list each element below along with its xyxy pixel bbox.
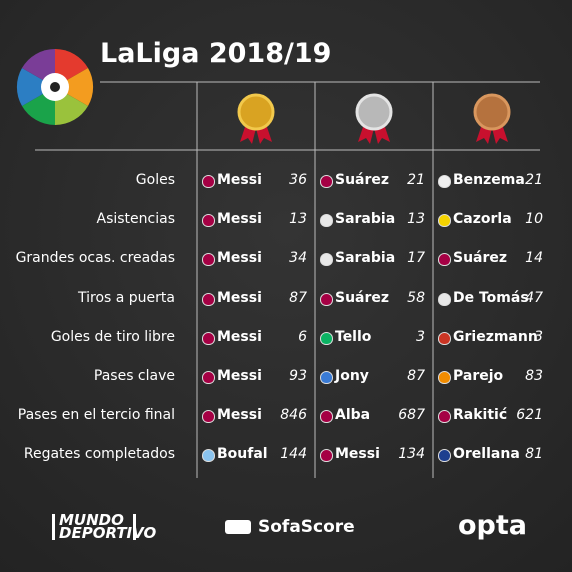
club-badge (320, 253, 333, 267)
club-badge (320, 371, 333, 384)
player-name: Benzema (453, 172, 525, 188)
club-badge (320, 214, 333, 228)
player-name: Messi (217, 250, 262, 267)
club-badge (438, 331, 451, 345)
medal-gold (237, 93, 275, 144)
club-badge (320, 331, 333, 345)
player-name: De Tomás (453, 289, 529, 306)
club-badge (202, 449, 215, 463)
footer-right: opta (458, 510, 528, 541)
club-badge (202, 371, 215, 384)
player-name: Messi (217, 211, 262, 228)
stat-value: 87 (289, 289, 307, 306)
row-label: Pases clave (93, 368, 175, 384)
club-badge (438, 175, 451, 188)
club-badge (320, 449, 333, 463)
club-badge (438, 371, 451, 384)
club-badge (438, 292, 451, 306)
stat-value: 81 (525, 446, 543, 463)
stat-value: 13 (407, 211, 425, 228)
stat-value: 36 (289, 172, 307, 188)
player-name: Griezmann (453, 328, 538, 345)
stat-value: 846 (280, 407, 307, 424)
player-name: Parejo (453, 368, 504, 384)
club-badge (320, 292, 333, 306)
player-name: Messi (217, 328, 262, 345)
row-label: Grandes ocas. creadas (15, 250, 175, 267)
footer-center: SofaScore (258, 517, 355, 537)
club-badge (202, 175, 215, 188)
club-badge (202, 331, 215, 345)
player-name: Suárez (335, 289, 390, 306)
player-name: Tello (335, 328, 372, 345)
player-name: Messi (217, 289, 262, 306)
player-name: Messi (217, 368, 262, 384)
club-badge (202, 214, 215, 228)
player-name: Messi (335, 446, 380, 463)
stat-value: 3 (416, 328, 425, 345)
stat-value: 34 (289, 250, 307, 267)
player-name: Suárez (453, 250, 508, 267)
row-label: Asistencias (96, 211, 176, 228)
stat-value: 21 (407, 172, 425, 188)
stat-value: 134 (398, 446, 425, 463)
club-badge (438, 449, 451, 463)
player-name: Sarabia (335, 250, 396, 267)
player-name: Sarabia (335, 211, 396, 228)
row-label: Pases en el tercio final (17, 407, 175, 424)
player-name: Cazorla (453, 211, 512, 228)
player-name: Messi (217, 407, 262, 424)
stat-value: 687 (398, 407, 425, 424)
club-badge (320, 410, 333, 424)
club-badge (202, 410, 215, 424)
medal-silver (355, 93, 393, 144)
row-label: Tiros a puerta (78, 289, 175, 306)
stat-value: 17 (407, 250, 425, 267)
player-name: Suárez (335, 172, 390, 188)
stat-value: 13 (289, 211, 307, 228)
player-name: Rakitić (453, 407, 508, 424)
club-badge (438, 253, 451, 267)
stat-value: 10 (525, 211, 543, 228)
stat-value: 83 (525, 368, 543, 384)
stat-value: 14 (525, 250, 543, 267)
laliga-logo (16, 48, 94, 126)
club-badge (438, 214, 451, 228)
club-badge (438, 410, 451, 424)
player-name: Jony (335, 368, 369, 384)
row-label: Regates completados (23, 446, 175, 463)
player-name: Orellana (453, 446, 520, 463)
club-badge (202, 253, 215, 267)
stat-value: 621 (516, 407, 543, 424)
stat-value: 21 (525, 172, 543, 188)
stat-value: 47 (525, 289, 543, 306)
club-badge (320, 175, 333, 188)
footer-left: MUNDO DEPORTIVO (52, 513, 156, 541)
stat-value: 87 (407, 368, 425, 384)
sofascore-icon (225, 520, 251, 534)
title: LaLiga 2018/19 (100, 38, 332, 69)
stat-value: 6 (298, 328, 307, 345)
row-label: Goles de tiro libre (50, 328, 175, 345)
stat-value: 93 (289, 368, 307, 384)
medal-bronze (473, 93, 511, 144)
player-name: Alba (335, 407, 371, 424)
player-name: Messi (217, 172, 262, 188)
stat-value: 3 (534, 328, 543, 345)
club-badge (202, 292, 215, 306)
stat-value: 144 (280, 446, 307, 463)
player-name: Boufal (217, 446, 268, 463)
stat-value: 58 (407, 289, 425, 306)
row-label: Goles (135, 172, 175, 188)
